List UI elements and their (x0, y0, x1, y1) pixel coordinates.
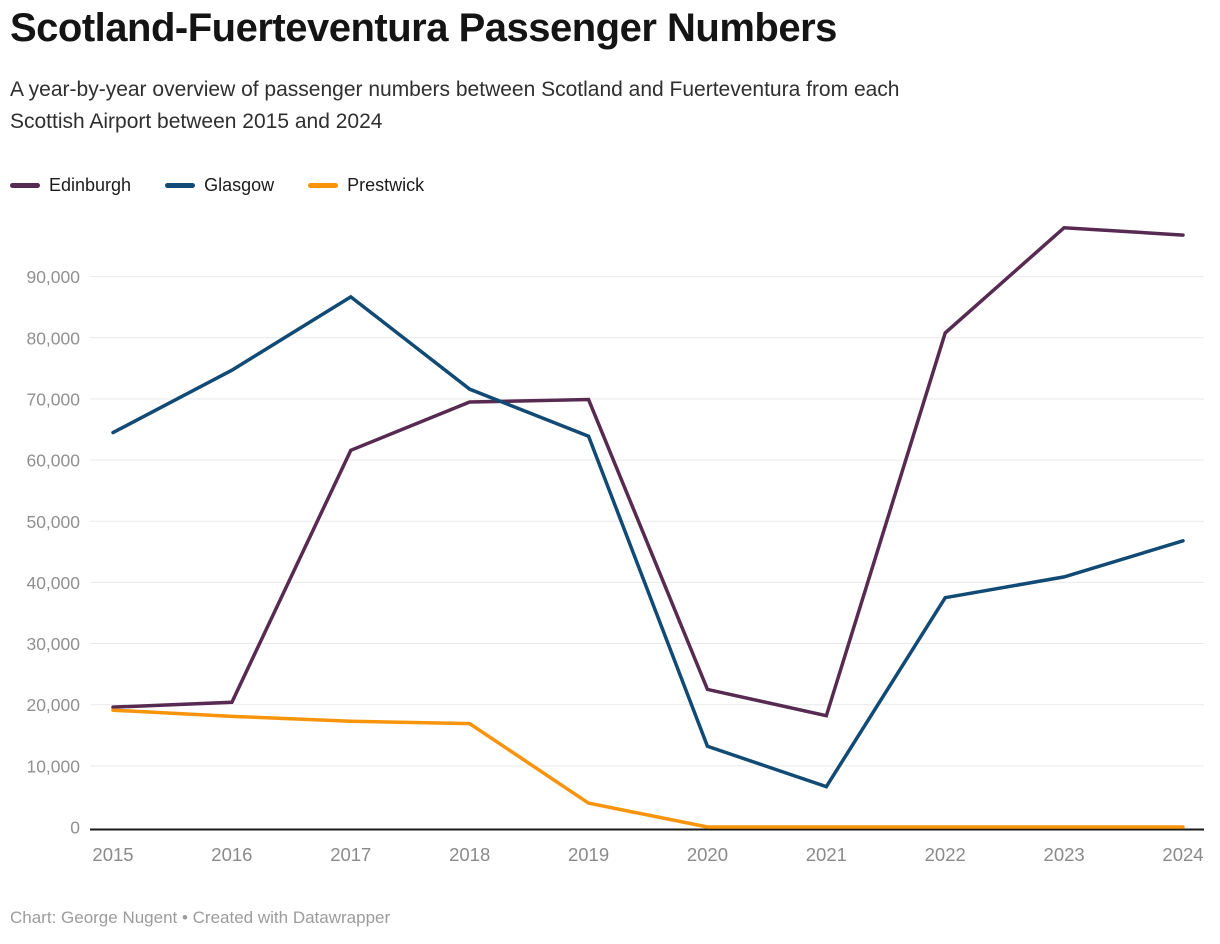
line-chart-plot-area: 0 10,000 20,000 30,000 40,000 50,000 60,000 70,… (26, 225, 1204, 865)
series-line-glasgow (111, 294, 1185, 789)
y-tick-label: 40,000 (26, 573, 80, 593)
legend-label: Prestwick (347, 175, 425, 195)
y-tick-label: 60,000 (26, 451, 80, 471)
y-tick-label: 70,000 (26, 389, 80, 409)
y-tick-label: 0 (70, 818, 80, 838)
x-tick-label: 2020 (687, 844, 728, 865)
x-tick-label: 2023 (1044, 844, 1085, 865)
y-tick-label: 80,000 (26, 328, 80, 348)
legend-item-edinburgh: Edinburgh (10, 175, 131, 196)
legend-swatch-glasgow (165, 183, 196, 188)
x-tick-label: 2018 (449, 844, 490, 865)
legend-swatch-edinburgh (10, 183, 40, 188)
y-tick-label: 50,000 (26, 512, 80, 532)
legend-label: Edinburgh (49, 175, 132, 195)
x-tick-label: 2022 (925, 844, 966, 865)
x-tick-label: 2016 (211, 844, 252, 865)
series-line-prestwick (111, 708, 1185, 829)
y-tick-label: 20,000 (26, 695, 80, 715)
x-tick-label: 2015 (92, 844, 133, 865)
page-title: Scotland-Fuerteventura Passenger Numbers (10, 6, 837, 50)
legend-item-prestwick: Prestwick (308, 175, 424, 196)
y-tick-label: 10,000 (26, 756, 80, 776)
chart-credit: Chart: George Nugent • Created with Data… (10, 908, 391, 927)
legend-swatch-prestwick (308, 183, 339, 188)
x-tick-label: 2021 (806, 844, 847, 865)
chart-subtitle: A year-by-year overview of passenger num… (10, 78, 900, 133)
chart-legend: Edinburgh Glasgow Prestwick (10, 175, 424, 196)
legend-item-glasgow: Glasgow (165, 175, 274, 196)
x-tick-label: 2019 (568, 844, 609, 865)
y-tick-label: 30,000 (26, 634, 80, 654)
legend-label: Glasgow (204, 175, 275, 195)
x-tick-label: 2024 (1162, 844, 1203, 865)
x-tick-label: 2017 (330, 844, 371, 865)
series-line-edinburgh (111, 225, 1185, 718)
y-tick-label: 90,000 (26, 267, 80, 287)
